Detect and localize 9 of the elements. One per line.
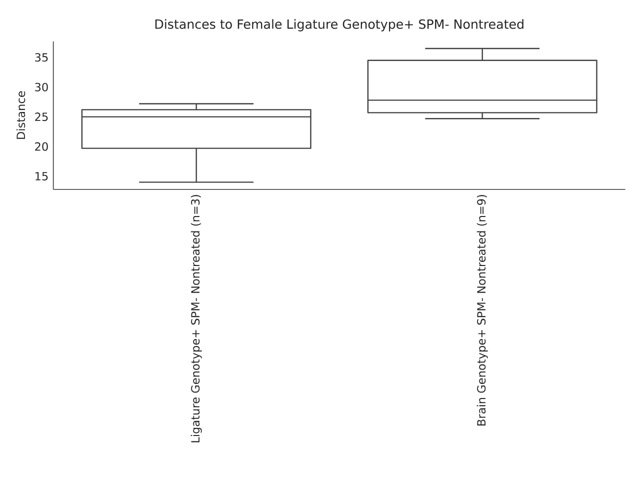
y-axis-title: Distance: [16, 91, 26, 139]
chart-title: Distances to Female Ligature Genotype+ SPM- Nontreated: [155, 19, 524, 32]
x-tick-label: Ligature Genotype+ SPM- Nontreated (n=3): [190, 194, 202, 442]
y-tick-label: 25: [35, 112, 48, 122]
y-tick-label: 20: [35, 142, 48, 151]
x-tick-label: Brain Genotype+ SPM- Nontreated (n=9): [476, 194, 488, 426]
y-tick-label: 30: [35, 82, 48, 92]
y-tick-label: 35: [35, 53, 48, 62]
y-tick-label: 15: [36, 172, 48, 180]
